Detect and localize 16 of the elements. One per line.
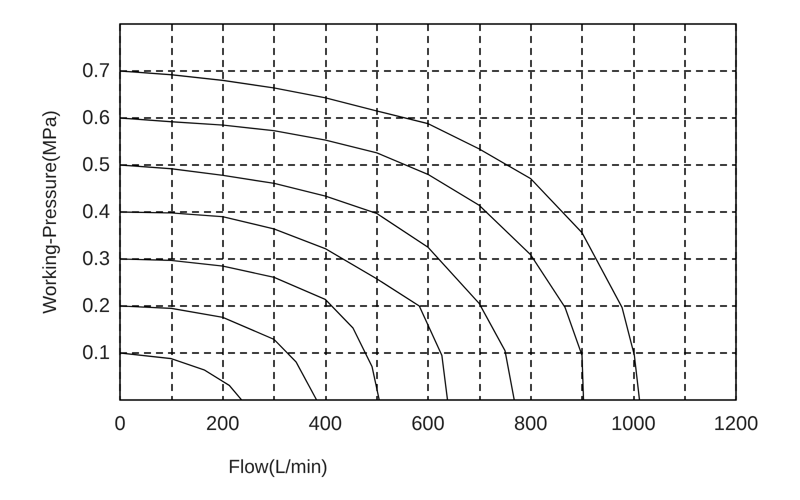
x-tick-label: 800 — [514, 413, 548, 435]
y-tick-label: 0.6 — [82, 107, 110, 129]
x-axis-title: Flow(L/min) — [228, 457, 328, 478]
y-tick-label: 0.7 — [82, 60, 110, 82]
y-tick-label: 0.3 — [82, 248, 110, 270]
x-tick-label: 400 — [308, 413, 342, 435]
x-tick-label: 600 — [411, 413, 445, 435]
y-tick-label: 0.2 — [82, 295, 110, 317]
y-tick-label: 0.5 — [82, 154, 110, 176]
y-tick-label: 0.4 — [82, 201, 110, 223]
y-tick-label: 0.1 — [82, 342, 110, 364]
x-tick-label: 1000 — [611, 413, 656, 435]
x-tick-label: 0 — [114, 413, 126, 435]
x-tick-label: 1200 — [714, 413, 758, 435]
y-axis-title: Working-Pressure(MPa) — [40, 110, 61, 314]
x-tick-label: 200 — [206, 413, 240, 435]
